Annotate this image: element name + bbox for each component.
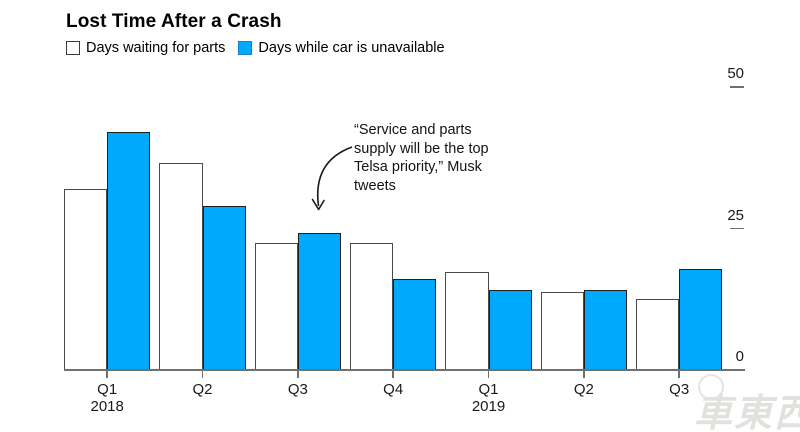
watermark-label: 車東西 (694, 393, 800, 432)
x-axis-tick (106, 370, 108, 378)
bar-white-q1-0 (64, 188, 108, 370)
x-axis-line (64, 369, 745, 371)
x-axis-label: Q3 (669, 381, 690, 398)
bar-white-q2-5 (540, 291, 584, 370)
legend: Days waiting for parts Days while car is… (66, 40, 445, 56)
y-axis-tick (730, 86, 744, 88)
y-axis-label: 25 (727, 206, 744, 224)
bar-white-q2-1 (159, 163, 203, 370)
bar-white-q3-6 (635, 298, 680, 370)
watermark-ring-icon (698, 374, 724, 400)
y-axis-tick (730, 227, 744, 230)
chart-title: Lost Time After a Crash (66, 11, 282, 32)
bar-white-q3-2 (254, 243, 298, 370)
legend-swatch-white-icon (66, 41, 80, 55)
legend-item-waiting-for-parts: Days waiting for parts (66, 40, 225, 56)
x-axis-tick (297, 370, 299, 378)
y-axis-label: 50 (727, 65, 744, 82)
x-axis-label: Q1 (478, 381, 499, 398)
x-axis-tick (583, 370, 585, 378)
bar-white-q4-3 (349, 243, 394, 370)
x-axis-label: Q4 (383, 381, 404, 398)
x-axis-label: Q2 (573, 381, 594, 398)
legend-swatch-blue-icon (238, 41, 253, 55)
x-axis-tick (487, 370, 490, 378)
bar-blue-q4-3 (393, 279, 437, 370)
x-axis-year-label: 2019 (471, 398, 506, 415)
x-axis-year-label: 2018 (90, 398, 124, 415)
x-axis-label: Q2 (192, 381, 213, 398)
x-axis-label: Q3 (287, 381, 308, 398)
y-axis-label: 0 (735, 348, 744, 365)
bar-blue-q3-6 (679, 269, 723, 370)
legend-label-car-unavailable: Days while car is unavailable (258, 40, 445, 56)
watermark: 車東西 (692, 374, 800, 432)
legend-item-car-unavailable: Days while car is unavailable (238, 40, 445, 56)
bar-blue-q2-5 (583, 289, 628, 370)
bar-white-q1-4 (445, 272, 489, 370)
bar-blue-q3-2 (297, 233, 342, 370)
x-axis-tick (678, 370, 680, 378)
bar-blue-q1-4 (488, 290, 532, 370)
x-axis-label: Q1 (97, 381, 118, 398)
x-axis-tick (392, 370, 394, 378)
x-axis-tick (201, 370, 204, 378)
annotation-text: “Service and parts supply will be the to… (354, 122, 489, 194)
bar-blue-q1-0 (107, 132, 151, 370)
legend-label-waiting-for-parts: Days waiting for parts (86, 40, 226, 56)
bar-blue-q2-1 (202, 205, 246, 370)
